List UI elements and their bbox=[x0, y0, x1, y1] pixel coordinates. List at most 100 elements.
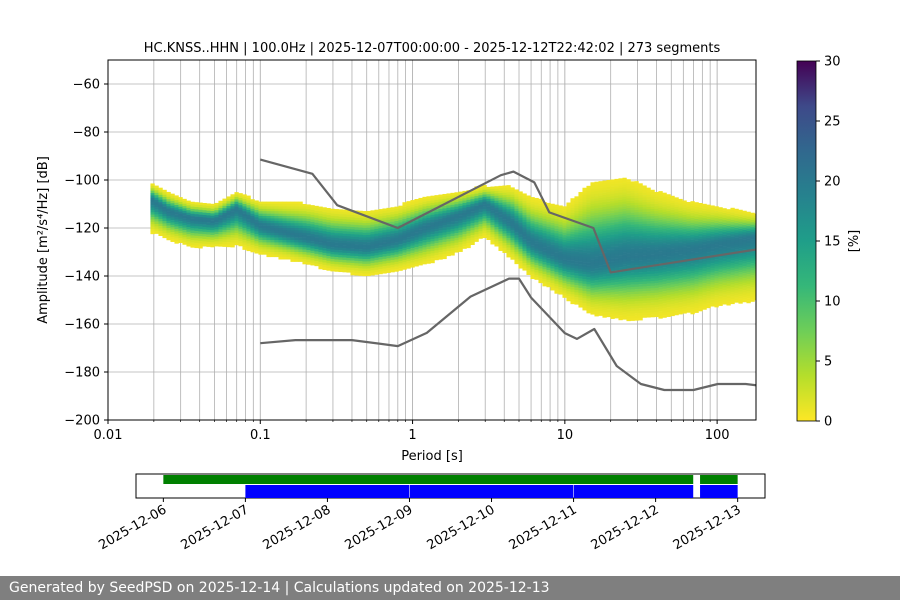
heatmap-cell bbox=[506, 192, 511, 196]
heatmap-cell bbox=[622, 184, 627, 188]
heatmap-cell bbox=[606, 297, 611, 301]
heatmap-cell bbox=[494, 226, 499, 230]
heatmap-cell bbox=[254, 214, 259, 218]
heatmap-cell bbox=[606, 228, 611, 231]
heatmap-cell bbox=[514, 189, 519, 193]
heatmap-cell bbox=[578, 247, 583, 250]
heatmap-cell bbox=[638, 272, 643, 275]
heatmap-cell bbox=[662, 204, 667, 208]
heatmap-cell bbox=[658, 315, 663, 319]
heatmap-cell bbox=[522, 203, 527, 206]
heatmap-cell bbox=[602, 228, 607, 232]
heatmap-cell bbox=[602, 206, 607, 210]
heatmap-cell bbox=[246, 245, 251, 249]
heatmap-cell bbox=[302, 242, 307, 246]
heatmap-cell bbox=[734, 218, 739, 222]
heatmap-cell bbox=[750, 227, 755, 230]
heatmap-cell bbox=[602, 295, 607, 299]
heatmap-cell bbox=[318, 242, 323, 246]
heatmap-cell bbox=[622, 300, 627, 303]
heatmap-cell bbox=[538, 210, 543, 214]
heatmap-cell bbox=[410, 216, 415, 220]
heatmap-cell bbox=[230, 232, 235, 236]
heatmap-cell bbox=[246, 233, 251, 237]
heatmap-cell bbox=[706, 243, 711, 246]
heatmap-cell bbox=[722, 208, 727, 211]
heatmap-cell bbox=[654, 290, 659, 294]
heatmap-cell bbox=[674, 293, 679, 297]
heatmap-cell bbox=[646, 242, 651, 246]
heatmap-cell bbox=[358, 270, 363, 274]
heatmap-cell bbox=[290, 225, 295, 229]
heatmap-cell bbox=[686, 281, 691, 284]
heatmap-cell bbox=[538, 218, 543, 221]
heatmap-cell bbox=[462, 226, 467, 230]
heatmap-cell bbox=[174, 231, 179, 235]
heatmap-cell bbox=[214, 205, 219, 209]
heatmap-cell bbox=[698, 306, 703, 309]
heatmap-cell bbox=[694, 233, 699, 237]
heatmap-cell bbox=[678, 230, 683, 233]
heatmap-cell bbox=[714, 220, 719, 224]
heatmap-cell bbox=[594, 224, 599, 228]
heatmap-cell bbox=[626, 188, 631, 192]
heatmap-cell bbox=[702, 273, 707, 277]
heatmap-cell bbox=[586, 214, 591, 218]
heatmap-cell bbox=[446, 219, 451, 223]
heatmap-cell bbox=[562, 235, 567, 238]
heatmap-cell bbox=[658, 258, 663, 262]
heatmap-cell bbox=[634, 315, 639, 319]
heatmap-cell bbox=[754, 220, 756, 224]
heatmap-cell bbox=[678, 218, 683, 221]
heatmap-cell bbox=[646, 312, 651, 316]
heatmap-cell bbox=[642, 279, 647, 282]
heatmap-cell bbox=[318, 247, 323, 251]
heatmap-cell bbox=[474, 231, 479, 235]
heatmap-cell bbox=[606, 208, 611, 212]
heatmap-cell bbox=[366, 225, 371, 229]
heatmap-cell bbox=[654, 297, 659, 301]
heatmap-cell bbox=[750, 284, 755, 288]
heatmap-cell bbox=[730, 214, 735, 218]
heatmap-cell bbox=[406, 253, 411, 257]
heatmap-cell bbox=[358, 253, 363, 257]
heatmap-cell bbox=[678, 311, 683, 315]
heatmap-cell bbox=[234, 240, 239, 243]
heatmap-cell bbox=[282, 242, 287, 246]
heatmap-cell bbox=[746, 226, 751, 229]
heatmap-cell bbox=[586, 289, 591, 292]
heatmap-cell bbox=[690, 270, 695, 274]
heatmap-cell bbox=[666, 285, 671, 289]
heatmap-cell bbox=[518, 232, 523, 235]
heatmap-cell bbox=[438, 235, 443, 239]
heatmap-cell bbox=[730, 289, 735, 293]
heatmap-cell bbox=[718, 286, 723, 290]
heatmap-cell bbox=[406, 256, 411, 260]
heatmap-cell bbox=[534, 267, 539, 271]
heatmap-cell bbox=[282, 211, 287, 214]
heatmap-cell bbox=[658, 267, 663, 271]
heatmap-cell bbox=[418, 248, 423, 252]
heatmap-cell bbox=[322, 267, 327, 270]
heatmap-cell bbox=[374, 238, 379, 242]
heatmap-cell bbox=[622, 312, 627, 315]
heatmap-cell bbox=[566, 269, 571, 273]
heatmap-cell bbox=[550, 222, 555, 226]
heatmap-cell bbox=[154, 192, 159, 196]
heatmap-cell bbox=[574, 210, 579, 214]
heatmap-cell bbox=[714, 239, 719, 243]
heatmap-cell bbox=[542, 221, 547, 224]
heatmap-cell bbox=[514, 223, 519, 226]
heatmap-cell bbox=[346, 214, 351, 218]
heatmap-cell bbox=[334, 211, 339, 215]
heatmap-cell bbox=[406, 241, 411, 245]
heatmap-cell bbox=[614, 181, 619, 184]
heatmap-cell bbox=[646, 214, 651, 217]
heatmap-cell bbox=[710, 303, 715, 307]
heatmap-cell bbox=[246, 207, 251, 211]
heatmap-cell bbox=[626, 198, 631, 202]
heatmap-cell bbox=[706, 267, 711, 270]
heatmap-cell bbox=[270, 235, 275, 238]
heatmap-cell bbox=[514, 218, 519, 221]
heatmap-cell bbox=[522, 212, 527, 216]
